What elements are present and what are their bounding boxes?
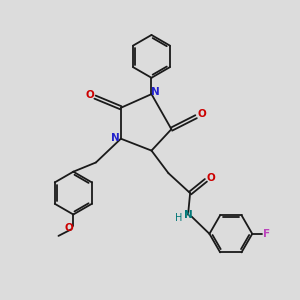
Text: N: N <box>184 210 192 220</box>
Text: O: O <box>85 90 94 100</box>
Text: O: O <box>197 109 206 119</box>
Text: N: N <box>111 133 119 143</box>
Text: N: N <box>151 87 159 97</box>
Text: F: F <box>263 229 270 239</box>
Text: H: H <box>175 213 182 224</box>
Text: O: O <box>64 223 73 233</box>
Text: O: O <box>207 173 216 183</box>
